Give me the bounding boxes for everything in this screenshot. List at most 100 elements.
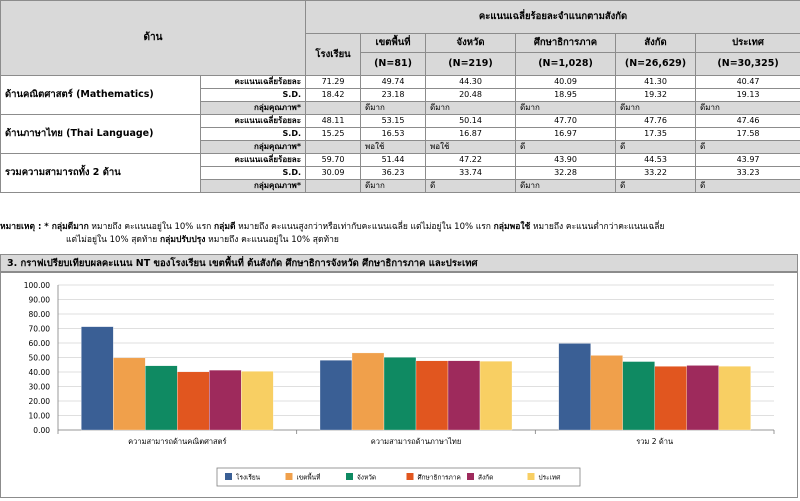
group-label: ด้านภาษาไทย (Thai Language) <box>1 115 201 154</box>
cell-grade: พอใช้ <box>426 141 516 154</box>
cell-mean: 44.30 <box>426 76 516 89</box>
y-tick-label: 30.00 <box>29 383 51 392</box>
bar-4-2 <box>687 365 719 430</box>
bar-3-1 <box>416 361 448 430</box>
cell-sd: 18.42 <box>306 89 361 102</box>
cell-grade: ดี <box>426 180 516 193</box>
col-affiliation: สังกัด <box>616 34 696 53</box>
y-tick-label: 40.00 <box>29 368 51 377</box>
cell-grade: ดี <box>616 180 696 193</box>
cell-mean: 47.46 <box>696 115 800 128</box>
cell-grade: ดีมาก <box>516 102 616 115</box>
cell-grade: ดี <box>696 180 800 193</box>
cell-mean: 71.29 <box>306 76 361 89</box>
col-country-n: (N=30,325) <box>696 53 800 76</box>
cell-sd: 23.18 <box>361 89 426 102</box>
table-row: รวมความสามารถทั้ง 2 ด้านคะแนนเฉลี่ยร้อยล… <box>1 154 800 167</box>
note-text-3: หมายถึง คะแนนต่ำกว่าคะแนนเฉลี่ย <box>530 222 664 232</box>
footnote: หมายเหตุ : * กลุ่มดีมาก หมายถึง คะแนนอยู… <box>0 221 800 247</box>
note-text-5: หมายถึง คะแนนอยู่ใน 10% สุดท้าย <box>205 235 338 245</box>
cell-grade: ดีมาก <box>361 180 426 193</box>
cell-sd: 30.09 <box>306 167 361 180</box>
col-province-n: (N=219) <box>426 53 516 76</box>
y-tick-label: 50.00 <box>29 354 51 363</box>
cell-mean: 51.44 <box>361 154 426 167</box>
note-grade-improve: กลุ่มปรับปรุง <box>160 235 205 245</box>
cell-grade: ดี <box>696 141 800 154</box>
col-region: ศึกษาธิการภาค <box>516 34 616 53</box>
bar-1-2 <box>591 355 623 430</box>
bar-1-1 <box>352 353 384 430</box>
col-region-n: (N=1,028) <box>516 53 616 76</box>
legend-swatch <box>286 473 293 480</box>
x-category-label: ความสามารถด้านคณิตศาสตร์ <box>128 437 226 446</box>
y-tick-label: 100.00 <box>24 281 50 290</box>
cell-grade: ดี <box>516 141 616 154</box>
cell-sd: 33.22 <box>616 167 696 180</box>
cell-sd: 16.87 <box>426 128 516 141</box>
row-label-sd: S.D. <box>201 89 306 102</box>
y-tick-label: 0.00 <box>33 426 50 435</box>
legend-label: เขตพื้นที่ <box>297 473 321 482</box>
bar-0-0 <box>81 327 113 430</box>
bar-chart: 0.0010.0020.0030.0040.0050.0060.0070.008… <box>1 273 797 497</box>
legend-swatch <box>467 473 474 480</box>
note-grade-fair: กลุ่มพอใช้ <box>494 222 531 232</box>
row-label-sd: S.D. <box>201 167 306 180</box>
cell-mean: 43.90 <box>516 154 616 167</box>
note-text-1: หมายถึง คะแนนอยู่ใน 10% แรก <box>89 222 214 232</box>
cell-mean: 50.14 <box>426 115 516 128</box>
legend-swatch <box>528 473 535 480</box>
legend-swatch <box>407 473 414 480</box>
legend-label: โรงเรียน <box>236 474 261 482</box>
cell-mean: 53.15 <box>361 115 426 128</box>
bar-2-0 <box>145 366 177 430</box>
col-area-n: (N=81) <box>361 53 426 76</box>
cell-grade <box>306 180 361 193</box>
bar-5-1 <box>480 361 512 430</box>
cell-grade: ดีมาก <box>696 102 800 115</box>
legend-label: สังกัด <box>478 474 493 482</box>
row-label-mean: คะแนนเฉลี่ยร้อยละ <box>201 115 306 128</box>
col-province: จังหวัด <box>426 34 516 53</box>
x-category-label: รวม 2 ด้าน <box>636 437 673 446</box>
table-row: ด้านภาษาไทย (Thai Language)คะแนนเฉลี่ยร้… <box>1 115 800 128</box>
legend-box <box>217 468 580 486</box>
bar-4-1 <box>448 361 480 430</box>
col-affiliation-n: (N=26,629) <box>616 53 696 76</box>
cell-grade: ดีมาก <box>426 102 516 115</box>
cell-mean: 48.11 <box>306 115 361 128</box>
row-label-sd: S.D. <box>201 128 306 141</box>
cell-sd: 36.23 <box>361 167 426 180</box>
cell-grade <box>306 102 361 115</box>
header-area: ด้าน <box>1 1 306 76</box>
bar-5-2 <box>719 366 751 430</box>
cell-sd: 16.97 <box>516 128 616 141</box>
y-tick-label: 70.00 <box>29 325 51 334</box>
cell-mean: 59.70 <box>306 154 361 167</box>
cell-mean: 41.30 <box>616 76 696 89</box>
cell-sd: 20.48 <box>426 89 516 102</box>
cell-sd: 19.32 <box>616 89 696 102</box>
bar-0-2 <box>559 343 591 430</box>
cell-mean: 47.70 <box>516 115 616 128</box>
x-category-label: ความสามารถด้านภาษาไทย <box>371 437 462 446</box>
y-tick-label: 10.00 <box>29 412 51 421</box>
col-country: ประเทศ <box>696 34 800 53</box>
cell-sd: 32.28 <box>516 167 616 180</box>
cell-sd: 33.74 <box>426 167 516 180</box>
cell-mean: 47.76 <box>616 115 696 128</box>
cell-sd: 18.95 <box>516 89 616 102</box>
bar-3-0 <box>177 372 209 430</box>
bar-4-0 <box>209 370 241 430</box>
row-label-grade: กลุ่มคุณภาพ* <box>201 141 306 154</box>
cell-grade: ดี <box>616 141 696 154</box>
score-table: ด้าน คะแนนเฉลี่ยร้อยละจำแนกตามสังกัด โรง… <box>0 0 800 193</box>
bar-1-0 <box>113 358 145 430</box>
legend-label: ศึกษาธิการภาค <box>418 474 461 482</box>
legend-label: ประเทศ <box>539 474 562 482</box>
legend-label: จังหวัด <box>357 474 376 482</box>
cell-sd: 17.58 <box>696 128 800 141</box>
cell-grade: ดีมาก <box>516 180 616 193</box>
cell-sd: 15.25 <box>306 128 361 141</box>
